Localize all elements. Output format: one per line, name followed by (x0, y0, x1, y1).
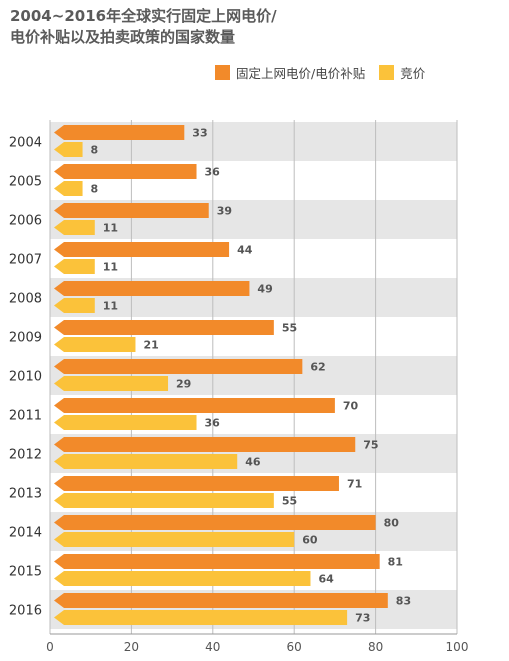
data-label-auction-2015: 64 (318, 573, 334, 586)
bar-auction-2013 (54, 493, 274, 508)
bar-auction-2004 (54, 142, 83, 157)
y-tick-label-2015: 2015 (9, 565, 42, 580)
y-tick-label-2016: 2016 (9, 604, 42, 619)
data-label-auction-2011: 36 (205, 417, 221, 430)
y-tick-label-2004: 2004 (9, 136, 42, 151)
bar-fit-2010 (54, 359, 303, 374)
data-label-fit-2008: 49 (257, 283, 272, 296)
bar-fit-2014 (54, 515, 376, 530)
data-label-auction-2007: 11 (103, 261, 118, 274)
bar-fit-2007 (54, 242, 230, 257)
bar-fit-2004 (54, 125, 185, 140)
data-label-auction-2010: 29 (176, 378, 191, 391)
bar-auction-2009 (54, 337, 136, 352)
y-tick-label-2013: 2013 (9, 487, 42, 502)
bar-auction-2010 (54, 376, 169, 391)
y-tick-label-2011: 2011 (9, 409, 42, 424)
data-label-fit-2015: 81 (388, 556, 403, 569)
y-tick-label-2007: 2007 (9, 253, 42, 268)
data-label-auction-2004: 8 (91, 144, 99, 157)
bar-auction-2006 (54, 220, 95, 235)
data-label-fit-2007: 44 (237, 244, 253, 257)
x-tick-label-60: 60 (287, 640, 302, 654)
y-tick-label-2009: 2009 (9, 331, 42, 346)
bar-auction-2012 (54, 454, 238, 469)
bar-fit-2013 (54, 476, 339, 491)
bar-fit-2012 (54, 437, 356, 452)
legend-label-fit: 固定上网电价/电价补贴 (236, 66, 366, 81)
data-label-fit-2014: 80 (384, 517, 400, 530)
bar-fit-2009 (54, 320, 274, 335)
chart-title-line2: 电价补贴以及拍卖政策的国家数量 (10, 28, 236, 46)
bar-auction-2016 (54, 610, 348, 625)
data-label-fit-2009: 55 (282, 322, 297, 335)
x-tick-label-80: 80 (368, 640, 383, 654)
legend: 固定上网电价/电价补贴 竞价 (215, 63, 439, 82)
data-label-fit-2006: 39 (217, 205, 232, 218)
bar-fit-2016 (54, 593, 388, 608)
data-label-auction-2005: 8 (91, 183, 99, 196)
x-tick-label-100: 100 (446, 640, 469, 654)
legend-label-auction: 竞价 (400, 66, 426, 81)
bar-fit-2011 (54, 398, 335, 413)
data-label-auction-2016: 73 (355, 612, 370, 625)
y-tick-label-2008: 2008 (9, 292, 42, 307)
bar-fit-2006 (54, 203, 209, 218)
bar-auction-2005 (54, 181, 83, 196)
bar-fit-2008 (54, 281, 250, 296)
bar-auction-2011 (54, 415, 197, 430)
data-label-fit-2005: 36 (205, 166, 221, 179)
y-tick-label-2010: 2010 (9, 370, 42, 385)
data-label-fit-2011: 70 (343, 400, 359, 413)
bar-fit-2005 (54, 164, 197, 179)
y-tick-label-2012: 2012 (9, 448, 42, 463)
data-label-fit-2016: 83 (396, 595, 411, 608)
legend-item-auction: 竞价 (379, 63, 425, 82)
y-tick-label-2005: 2005 (9, 175, 42, 190)
bar-auction-2015 (54, 571, 311, 586)
x-tick-label-0: 0 (46, 640, 54, 654)
chart-title-line1: 2004~2016年全球实行固定上网电价/ (10, 7, 277, 25)
data-label-fit-2004: 33 (192, 127, 207, 140)
data-label-auction-2013: 55 (282, 495, 297, 508)
bar-auction-2007 (54, 259, 95, 274)
data-label-fit-2010: 62 (310, 361, 325, 374)
chart-title: 2004~2016年全球实行固定上网电价/ 电价补贴以及拍卖政策的国家数量 (10, 6, 277, 48)
x-tick-label-20: 20 (124, 640, 139, 654)
y-tick-label-2014: 2014 (9, 526, 42, 541)
data-label-auction-2008: 11 (103, 300, 118, 313)
legend-swatch-fit (215, 65, 230, 80)
x-tick-label-40: 40 (205, 640, 220, 654)
y-tick-label-2006: 2006 (9, 214, 42, 229)
bar-fit-2015 (54, 554, 380, 569)
bar-auction-2008 (54, 298, 95, 313)
data-label-auction-2009: 21 (143, 339, 158, 352)
legend-swatch-auction (379, 65, 395, 80)
data-label-fit-2013: 71 (347, 478, 362, 491)
bar-auction-2014 (54, 532, 295, 547)
data-label-fit-2012: 75 (363, 439, 378, 452)
data-label-auction-2006: 11 (103, 222, 118, 235)
data-label-auction-2012: 46 (245, 456, 261, 469)
data-label-auction-2014: 60 (302, 534, 318, 547)
legend-item-fit: 固定上网电价/电价补贴 (215, 63, 365, 82)
